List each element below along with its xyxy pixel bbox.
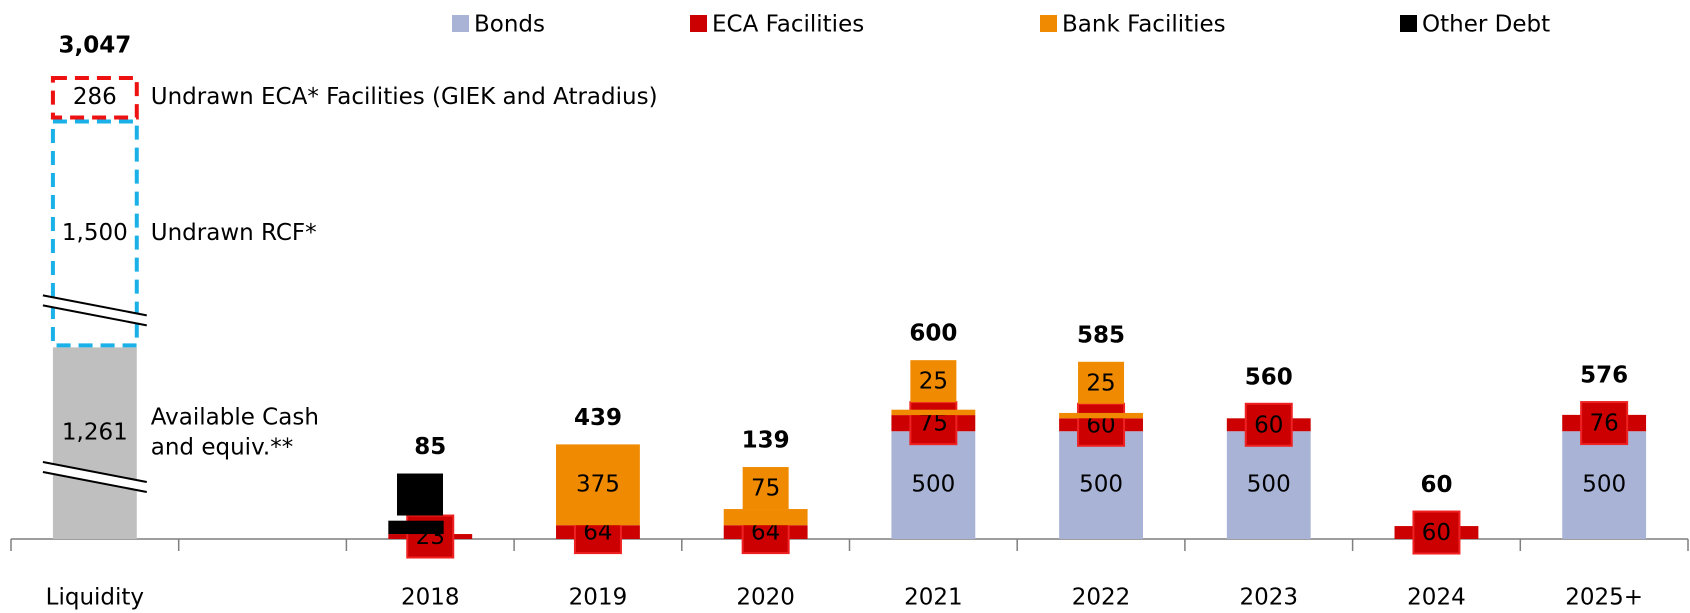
bar-label-box <box>1244 402 1293 447</box>
bar-segment <box>1059 431 1143 539</box>
bar-segment <box>891 431 976 539</box>
bar-label: 76 <box>1590 411 1619 437</box>
bar-label-box <box>910 360 957 403</box>
axis-break <box>42 462 147 492</box>
total-label: 576 <box>1580 363 1628 389</box>
bar-segment <box>388 520 444 535</box>
bar-label: 60 <box>1254 412 1283 438</box>
total-label: 560 <box>1245 364 1293 390</box>
legend-label: Other Debt <box>1422 12 1550 38</box>
x-tick-label: 2025+ <box>1565 585 1643 611</box>
axis-break <box>42 304 147 327</box>
total-label: 85 <box>414 434 446 460</box>
liquidity-name-label: Undrawn RCF* <box>151 220 317 246</box>
x-tick-label: 2021 <box>904 585 963 611</box>
x-tick-label: 2020 <box>736 585 795 611</box>
liquidity-value-label: 1,261 <box>62 420 128 446</box>
liquidity-name-label: and equiv.** <box>151 435 293 461</box>
total-label: 60 <box>1420 472 1452 498</box>
bar-segment <box>556 444 640 526</box>
bar-segment <box>1059 412 1143 419</box>
axis-break <box>42 294 147 317</box>
bar-label: 25 <box>1086 370 1115 396</box>
x-tick-label: 2023 <box>1239 585 1298 611</box>
total-label: 439 <box>574 405 622 431</box>
legend-swatch <box>690 15 707 32</box>
x-tick-label: Liquidity <box>46 585 144 611</box>
liquidity-segment <box>50 76 139 120</box>
x-tick-label: 2022 <box>1072 585 1131 611</box>
axis-break <box>42 295 147 326</box>
liquidity-segment <box>52 347 137 539</box>
bar-label: 500 <box>1247 472 1291 498</box>
bar-label: 60 <box>1422 520 1451 546</box>
legend-swatch <box>452 15 469 32</box>
axis-break <box>42 461 147 483</box>
bar-segment <box>1562 431 1647 539</box>
bar-label: 500 <box>911 472 955 498</box>
bar-segment <box>891 409 976 416</box>
legend-label: ECA Facilities <box>712 12 864 38</box>
bar-segment <box>723 509 808 526</box>
x-tick-label: 2018 <box>401 585 460 611</box>
liquidity-name-label: Undrawn ECA* Facilities (GIEK and Atradi… <box>151 84 658 110</box>
x-tick-label: 2024 <box>1407 585 1466 611</box>
bar-segment <box>1226 431 1311 539</box>
bar-label-box <box>1412 510 1461 555</box>
bar-label: 62 <box>405 482 434 508</box>
axis-break <box>42 471 147 493</box>
legend-swatch <box>1400 15 1417 32</box>
total-label: 585 <box>1077 322 1125 348</box>
bar-label-box <box>909 401 958 446</box>
bar-label-box <box>396 473 443 516</box>
legend-label: Bank Facilities <box>1062 12 1226 38</box>
x-tick-label: 2019 <box>569 585 628 611</box>
bar-label: 500 <box>1079 472 1123 498</box>
liquidity-total-label: 3,047 <box>58 33 131 59</box>
bar-label: 375 <box>576 471 620 497</box>
liquidity-name-label: Available Cash <box>151 405 319 431</box>
legend-label: Bonds <box>474 12 545 38</box>
liquidity-value-label: 286 <box>73 84 117 110</box>
bar-label-box <box>742 467 789 510</box>
bar-label-box <box>1078 361 1125 404</box>
legend-swatch <box>1040 15 1057 32</box>
total-label: 139 <box>742 428 790 454</box>
liquidity-value-label: 1,500 <box>62 220 128 246</box>
bar-label: 75 <box>751 476 780 502</box>
bar-label-box <box>1580 401 1629 446</box>
bar-label: 500 <box>1582 472 1626 498</box>
total-label: 600 <box>909 321 957 347</box>
bar-label: 25 <box>919 369 948 395</box>
